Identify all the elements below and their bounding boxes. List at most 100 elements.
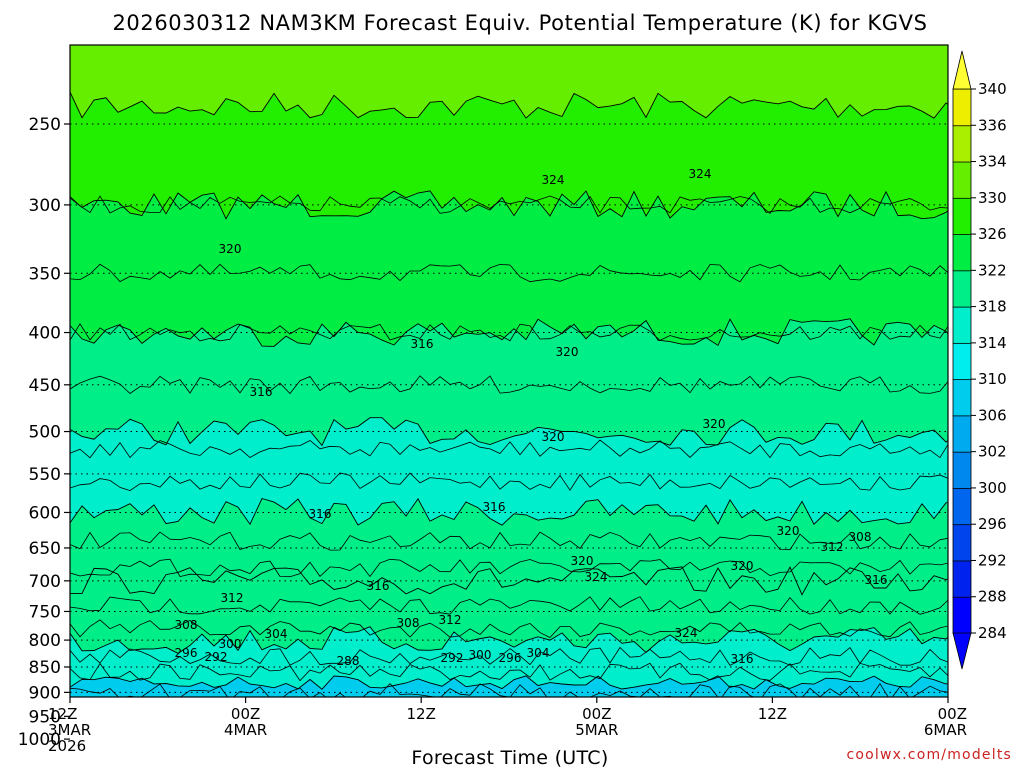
colorbar-segment — [952, 197, 972, 235]
contour-label: 292 — [441, 651, 464, 665]
y-tick-label: 350 — [29, 264, 61, 284]
contour-label: 324 — [675, 626, 698, 640]
colorbar-segment — [952, 523, 972, 562]
contour-line — [70, 700, 950, 718]
contour-line — [70, 596, 948, 615]
contour-label: 316 — [483, 500, 506, 514]
colorbar-arrow-bottom — [952, 632, 972, 670]
x-tick-label: 3MAR — [48, 721, 91, 739]
y-tick-label: 850 — [29, 658, 61, 678]
y-tick-label: 1000 — [18, 730, 61, 750]
contour-line — [70, 712, 950, 729]
x-tick-label: 12Z — [758, 705, 787, 723]
contour-line — [70, 675, 948, 690]
x-tick-label: 5MAR — [575, 721, 618, 739]
contour-line — [309, 696, 637, 697]
colorbar-label: 302 — [978, 443, 1007, 461]
x-tick-label: 12Z — [48, 705, 77, 723]
colorbar-label: 300 — [978, 479, 1007, 497]
colorbar-label: 314 — [978, 334, 1007, 352]
contour-label: 320 — [542, 430, 565, 444]
contour-line — [70, 626, 948, 654]
contour-line — [70, 566, 948, 596]
layer-fill — [70, 702, 958, 720]
contour-label: 312 — [221, 591, 244, 605]
contour-line — [70, 646, 948, 666]
layer-fill — [70, 697, 958, 707]
contour-line — [70, 472, 948, 492]
contour-label: 288 — [337, 654, 360, 668]
contour-label: 292 — [205, 650, 228, 664]
credit-text: coolwx.com/modelts — [847, 747, 1013, 763]
contour-line — [70, 497, 948, 526]
y-tick-label: 450 — [29, 376, 61, 396]
y-tick-label: 400 — [29, 324, 61, 344]
colorbar-label: 336 — [978, 116, 1007, 134]
colorbar-label: 296 — [978, 515, 1007, 533]
contour-label: 296 — [499, 651, 522, 665]
contour-line — [70, 91, 948, 119]
y-tick-label: 650 — [29, 539, 61, 559]
contour-line — [70, 662, 948, 682]
colorbar-label: 322 — [978, 261, 1007, 279]
colorbar-label: 310 — [978, 370, 1007, 388]
contour-line — [70, 558, 948, 578]
contour-label: 324 — [689, 167, 712, 181]
contour-label: 316 — [731, 652, 754, 666]
colorbar-label: 288 — [978, 588, 1007, 606]
contour-label: 320 — [703, 417, 726, 431]
contour-label: 304 — [265, 627, 288, 641]
contour-label: 324 — [542, 173, 565, 187]
contour-label: 300 — [469, 648, 492, 662]
contour-label: 316 — [865, 573, 888, 587]
y-tick-label: 300 — [29, 196, 61, 216]
contour-line — [70, 318, 948, 347]
colorbar-label: 330 — [978, 189, 1007, 207]
colorbar-label: 326 — [978, 225, 1007, 243]
x-tick-label: 2026 — [48, 737, 86, 755]
colorbar-segment — [952, 88, 972, 127]
colorbar-segment — [952, 124, 972, 163]
contour-line — [70, 682, 948, 697]
contour-line — [70, 195, 948, 214]
colorbar-label: 306 — [978, 406, 1007, 424]
colorbar-segment — [952, 414, 972, 453]
contour-line — [70, 417, 948, 447]
chart-title: 2026030312 NAM3KM Forecast Equiv. Potent… — [112, 11, 927, 35]
contour-label: 300 — [219, 637, 242, 651]
contour-label: 312 — [439, 613, 462, 627]
colorbar-label: 318 — [978, 298, 1007, 316]
colorbar-label: 334 — [978, 153, 1007, 171]
contour-label: 308 — [175, 618, 198, 632]
contour-label: 316 — [250, 385, 273, 399]
x-axis-label: Forecast Time (UTC) — [411, 747, 608, 768]
colorbar-segment — [952, 342, 972, 381]
contour-line — [70, 190, 948, 220]
contour-label: 316 — [309, 507, 332, 521]
colorbar-segment — [952, 161, 972, 199]
colorbar-label: 292 — [978, 551, 1007, 569]
colorbar-arrow-top — [952, 50, 972, 90]
colorbar-segment — [952, 487, 972, 526]
colorbar-segment — [952, 378, 972, 417]
colorbar-segment — [952, 306, 972, 344]
contour-label: 316 — [367, 579, 390, 593]
colorbar-label: 340 — [978, 80, 1007, 98]
plot-frame — [69, 44, 949, 698]
colorbar-label: 284 — [978, 624, 1007, 642]
contour-label: 308 — [397, 616, 420, 630]
y-tick-label: 950 — [29, 707, 61, 727]
x-tick-label: 00Z — [231, 705, 260, 723]
colorbar-segment — [952, 560, 972, 598]
contour-label: 320 — [571, 554, 594, 568]
y-tick-label: 600 — [29, 503, 61, 523]
contour-label: 320 — [556, 345, 579, 359]
plot-area — [70, 45, 958, 729]
contour-line — [70, 375, 948, 395]
x-tick-label: 6MAR — [924, 721, 967, 739]
contour-label: 320 — [219, 242, 242, 256]
contour-label: 296 — [175, 646, 198, 660]
y-tick-label: 800 — [29, 631, 61, 651]
colorbar-segment — [952, 269, 972, 308]
contour-label: 312 — [821, 540, 844, 554]
